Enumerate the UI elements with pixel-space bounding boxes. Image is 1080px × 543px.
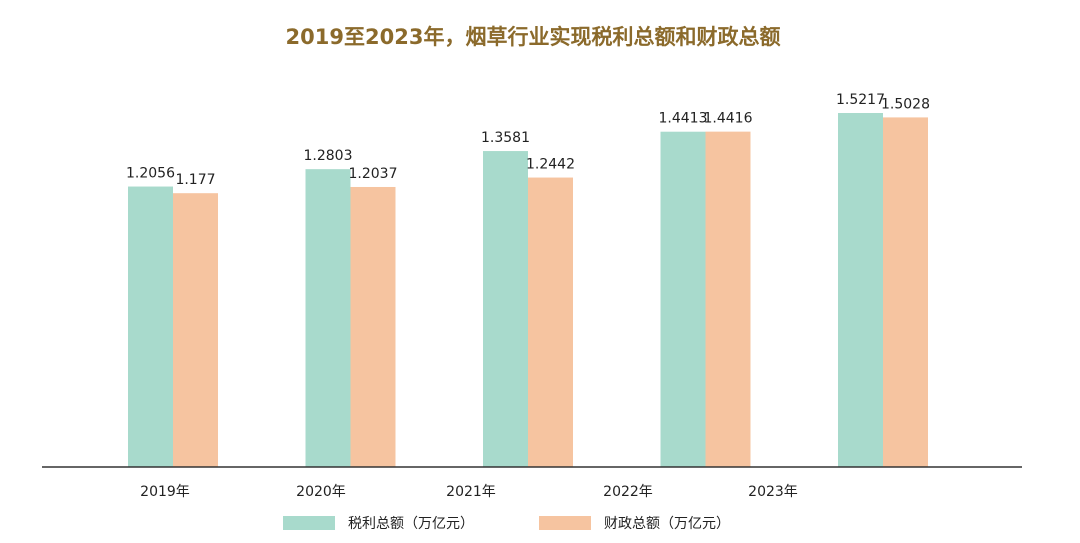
bar-tax-profit-4 [838,113,883,467]
chart-title: 2019至2023年，烟草行业实现税利总额和财政总额 [286,25,781,49]
value-label-fiscal-3: 1.4416 [704,111,753,127]
value-label-fiscal-4: 1.5028 [881,96,930,112]
value-label-tax-profit-4: 1.5217 [836,92,885,108]
legend-label-tax-profit: 税利总额（万亿元） [348,516,474,532]
x-tick-label-0: 2019年 [140,484,190,500]
value-label-tax-profit-0: 1.2056 [126,166,175,182]
value-label-fiscal-1: 1.2037 [349,166,398,182]
bar-tax-profit-3 [660,131,706,468]
bar-tax-profit-1 [305,169,351,468]
bar-fiscal-2 [528,177,573,467]
x-tick-label-4: 2023年 [748,484,798,500]
bar-tax-profit-2 [483,151,528,467]
x-tick-label-2: 2021年 [446,484,496,500]
value-label-fiscal-0: 1.177 [175,172,215,188]
bar-fiscal-4 [883,117,928,467]
value-labels-layer: 1.2056 1.2803 1.3581 1.4413 1.5217 1.177 1.203… [126,92,930,188]
value-label-tax-profit-2: 1.3581 [481,130,530,146]
legend-swatch-tax-profit [283,516,335,530]
x-tick-label-1: 2020年 [296,484,346,500]
legend-label-fiscal: 财政总额（万亿元） [604,516,730,532]
value-label-fiscal-2: 1.2442 [526,157,575,173]
x-tick-labels: 2019年 2020年 2021年 2022年 2023年 [140,484,798,500]
bar-fiscal-3 [705,131,751,467]
value-label-tax-profit-3: 1.4413 [659,111,708,127]
x-tick-label-3: 2022年 [603,484,653,500]
value-label-tax-profit-1: 1.2803 [304,148,353,164]
bars-layer [128,113,928,468]
bar-fiscal-0 [173,193,218,467]
bar-fiscal-1 [350,186,396,467]
legend-swatch-fiscal [539,516,591,530]
bar-tax-profit-0 [128,186,173,468]
legend: 税利总额（万亿元） 财政总额（万亿元） [283,516,730,532]
